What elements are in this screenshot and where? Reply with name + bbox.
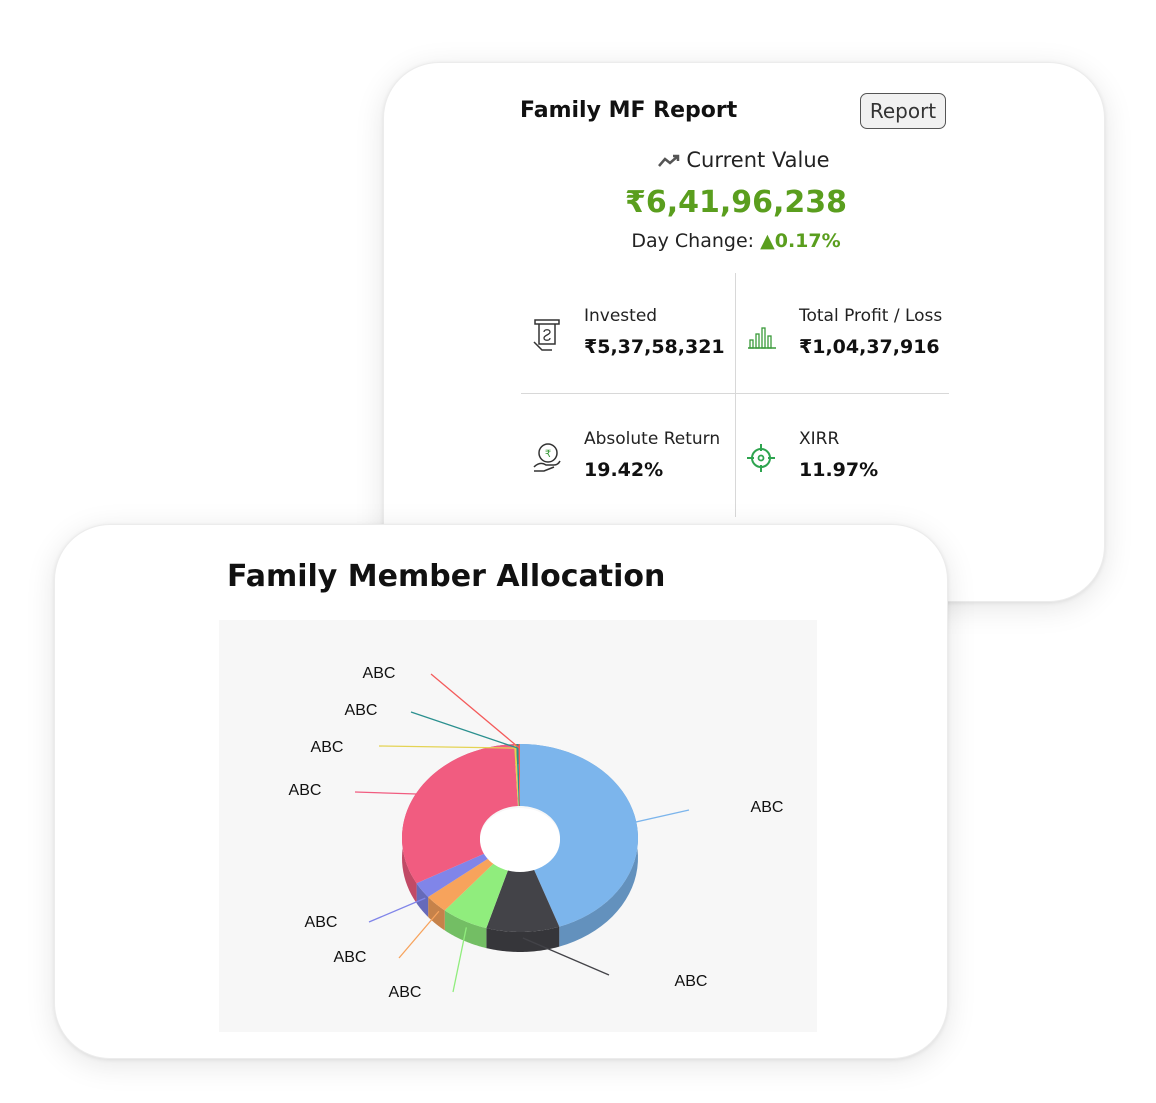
donut-label-7: ABC — [345, 702, 378, 719]
xirr-label: XIRR — [799, 429, 840, 449]
absolute-return-label: Absolute Return — [584, 429, 721, 449]
rupee-hand-icon: ₹ — [533, 443, 561, 472]
allocation-title: Family Member Allocation — [227, 559, 666, 594]
donut-side-4 — [416, 883, 429, 918]
grid-divider-horizontal — [521, 393, 949, 394]
family-member-allocation-card: Family Member Allocation ABC ABC ABC ABC ABC… — [54, 524, 948, 1059]
donut-slice-7 — [516, 744, 520, 807]
donut-slice-5 — [402, 744, 518, 884]
donut-label-8: ABC — [363, 665, 396, 682]
day-change-label: Day Change: — [631, 230, 755, 252]
donut-label-6: ABC — [311, 739, 344, 756]
invested-value: ₹5,37,58,321 — [584, 336, 725, 358]
family-mf-report-card: Family MF Report Report Current Value ₹6… — [383, 62, 1105, 602]
donut-connector-6 — [378, 745, 516, 749]
report-button[interactable]: Report — [860, 93, 946, 129]
trend-icon — [658, 154, 680, 167]
donut-label-2: ABC — [389, 984, 422, 1001]
grid-divider-vertical — [735, 273, 736, 517]
donut-connector-1 — [522, 937, 610, 976]
invested-icon — [533, 319, 560, 351]
donut-connector-2 — [452, 927, 467, 993]
donut-connector-7 — [410, 711, 518, 749]
donut-connector-0 — [632, 809, 690, 824]
donut-slice-1 — [486, 868, 560, 932]
donut-connector-8 — [430, 673, 520, 749]
current-value-row: Current Value — [384, 148, 1104, 172]
donut-slice-3 — [428, 858, 495, 911]
donut-label-4: ABC — [305, 914, 338, 931]
donut-label-3: ABC — [334, 949, 367, 966]
donut-slice-0 — [520, 744, 638, 927]
donut-slice-6 — [514, 744, 519, 807]
absolute-return-value: 19.42% — [584, 459, 664, 481]
donut-label-1: ABC — [675, 973, 708, 990]
donut-slice-4 — [416, 853, 489, 898]
donut-connector-4 — [368, 897, 426, 923]
donut-slice-8 — [518, 744, 520, 807]
donut-top — [402, 744, 638, 932]
donut-label-5: ABC — [289, 782, 322, 799]
invested-label: Invested — [584, 306, 658, 326]
donut-hole — [480, 808, 560, 872]
donut-labels: ABC ABC ABC ABC ABC ABC ABC ABC ABC — [289, 665, 784, 1001]
day-change-row: Day Change: ▲0.17% — [384, 230, 1088, 252]
current-value: ₹6,41,96,238 — [624, 185, 848, 220]
donut-label-0: ABC — [751, 799, 784, 816]
donut-connector-3 — [398, 910, 440, 959]
target-icon — [747, 444, 775, 472]
total-profit-loss-label: Total Profit / Loss — [799, 306, 943, 326]
current-value-label: Current Value — [686, 148, 830, 172]
donut-connector-5 — [354, 791, 421, 795]
report-title: Family MF Report — [520, 98, 738, 123]
total-profit-loss-value: ₹1,04,37,916 — [799, 336, 940, 358]
xirr-value: 11.97% — [799, 459, 879, 481]
donut-slice-2 — [444, 862, 509, 929]
bar-chart-icon — [748, 327, 776, 349]
day-change-value: ▲0.17% — [760, 230, 841, 252]
allocation-chart: ABC ABC ABC ABC ABC ABC ABC ABC ABC — [219, 620, 817, 1032]
svg-text:₹: ₹ — [545, 449, 551, 460]
donut-chart: ABC ABC ABC ABC ABC ABC ABC ABC ABC — [289, 665, 784, 1001]
